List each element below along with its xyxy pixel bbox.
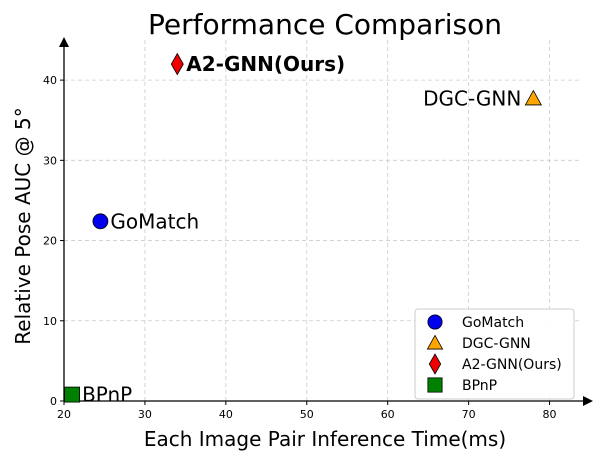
legend-label-dgc-gnn: DGC-GNN: [462, 336, 531, 352]
axes: [59, 37, 593, 406]
x-tick-label: 60: [381, 408, 395, 421]
x-tick-label: 80: [543, 408, 557, 421]
chart-title: Performance Comparison: [148, 8, 502, 41]
y-tick-label: 20: [43, 235, 57, 248]
x-tick-label: 30: [138, 408, 152, 421]
legend-marker-dgc-gnn: [426, 334, 444, 350]
y-axis-label: Relative Pose AUC @ 5°: [11, 107, 35, 344]
y-tick-label: 30: [43, 154, 57, 167]
legend: GoMatch DGC-GNN A2-GNN(Ours) BPnP: [414, 308, 575, 400]
y-tick-label: 10: [43, 315, 57, 328]
point-dgc-gnn: [524, 89, 543, 106]
point-bpnp: [64, 386, 80, 403]
x-tick-label: 70: [462, 408, 476, 421]
legend-label-bpnp: BPnP: [462, 378, 497, 394]
point-a2-gnn-ours: [170, 52, 184, 76]
point-label-gomatch: GoMatch: [110, 209, 199, 233]
point-gomatch: [92, 213, 109, 230]
legend-label-a2-gnn-ours: A2-GNN(Ours): [462, 357, 562, 373]
legend-box: [414, 308, 575, 400]
point-label-a2-gnn-ours: A2-GNN(Ours): [186, 52, 345, 76]
legend-marker-gomatch: [427, 314, 443, 330]
point-label-dgc-gnn: DGC-GNN: [423, 87, 521, 111]
x-tick-label: 20: [57, 408, 71, 421]
x-tick-label: 40: [219, 408, 233, 421]
y-tick-label: 40: [43, 74, 57, 87]
legend-marker-bpnp: [427, 377, 443, 393]
tick-labels: 20 30 40 50 60 70 80 0 10 20 30 40: [43, 74, 557, 421]
legend-marker-a2-gnn-ours: [428, 353, 442, 375]
x-axis-label: Each Image Pair Inference Time(ms): [144, 427, 506, 451]
point-label-bpnp: BPnP: [82, 383, 132, 407]
x-tick-label: 50: [300, 408, 314, 421]
legend-label-gomatch: GoMatch: [462, 315, 524, 331]
data-points: GoMatch DGC-GNN A2-GNN(Ours) BPnP: [64, 52, 543, 407]
y-tick-label: 0: [50, 395, 57, 408]
